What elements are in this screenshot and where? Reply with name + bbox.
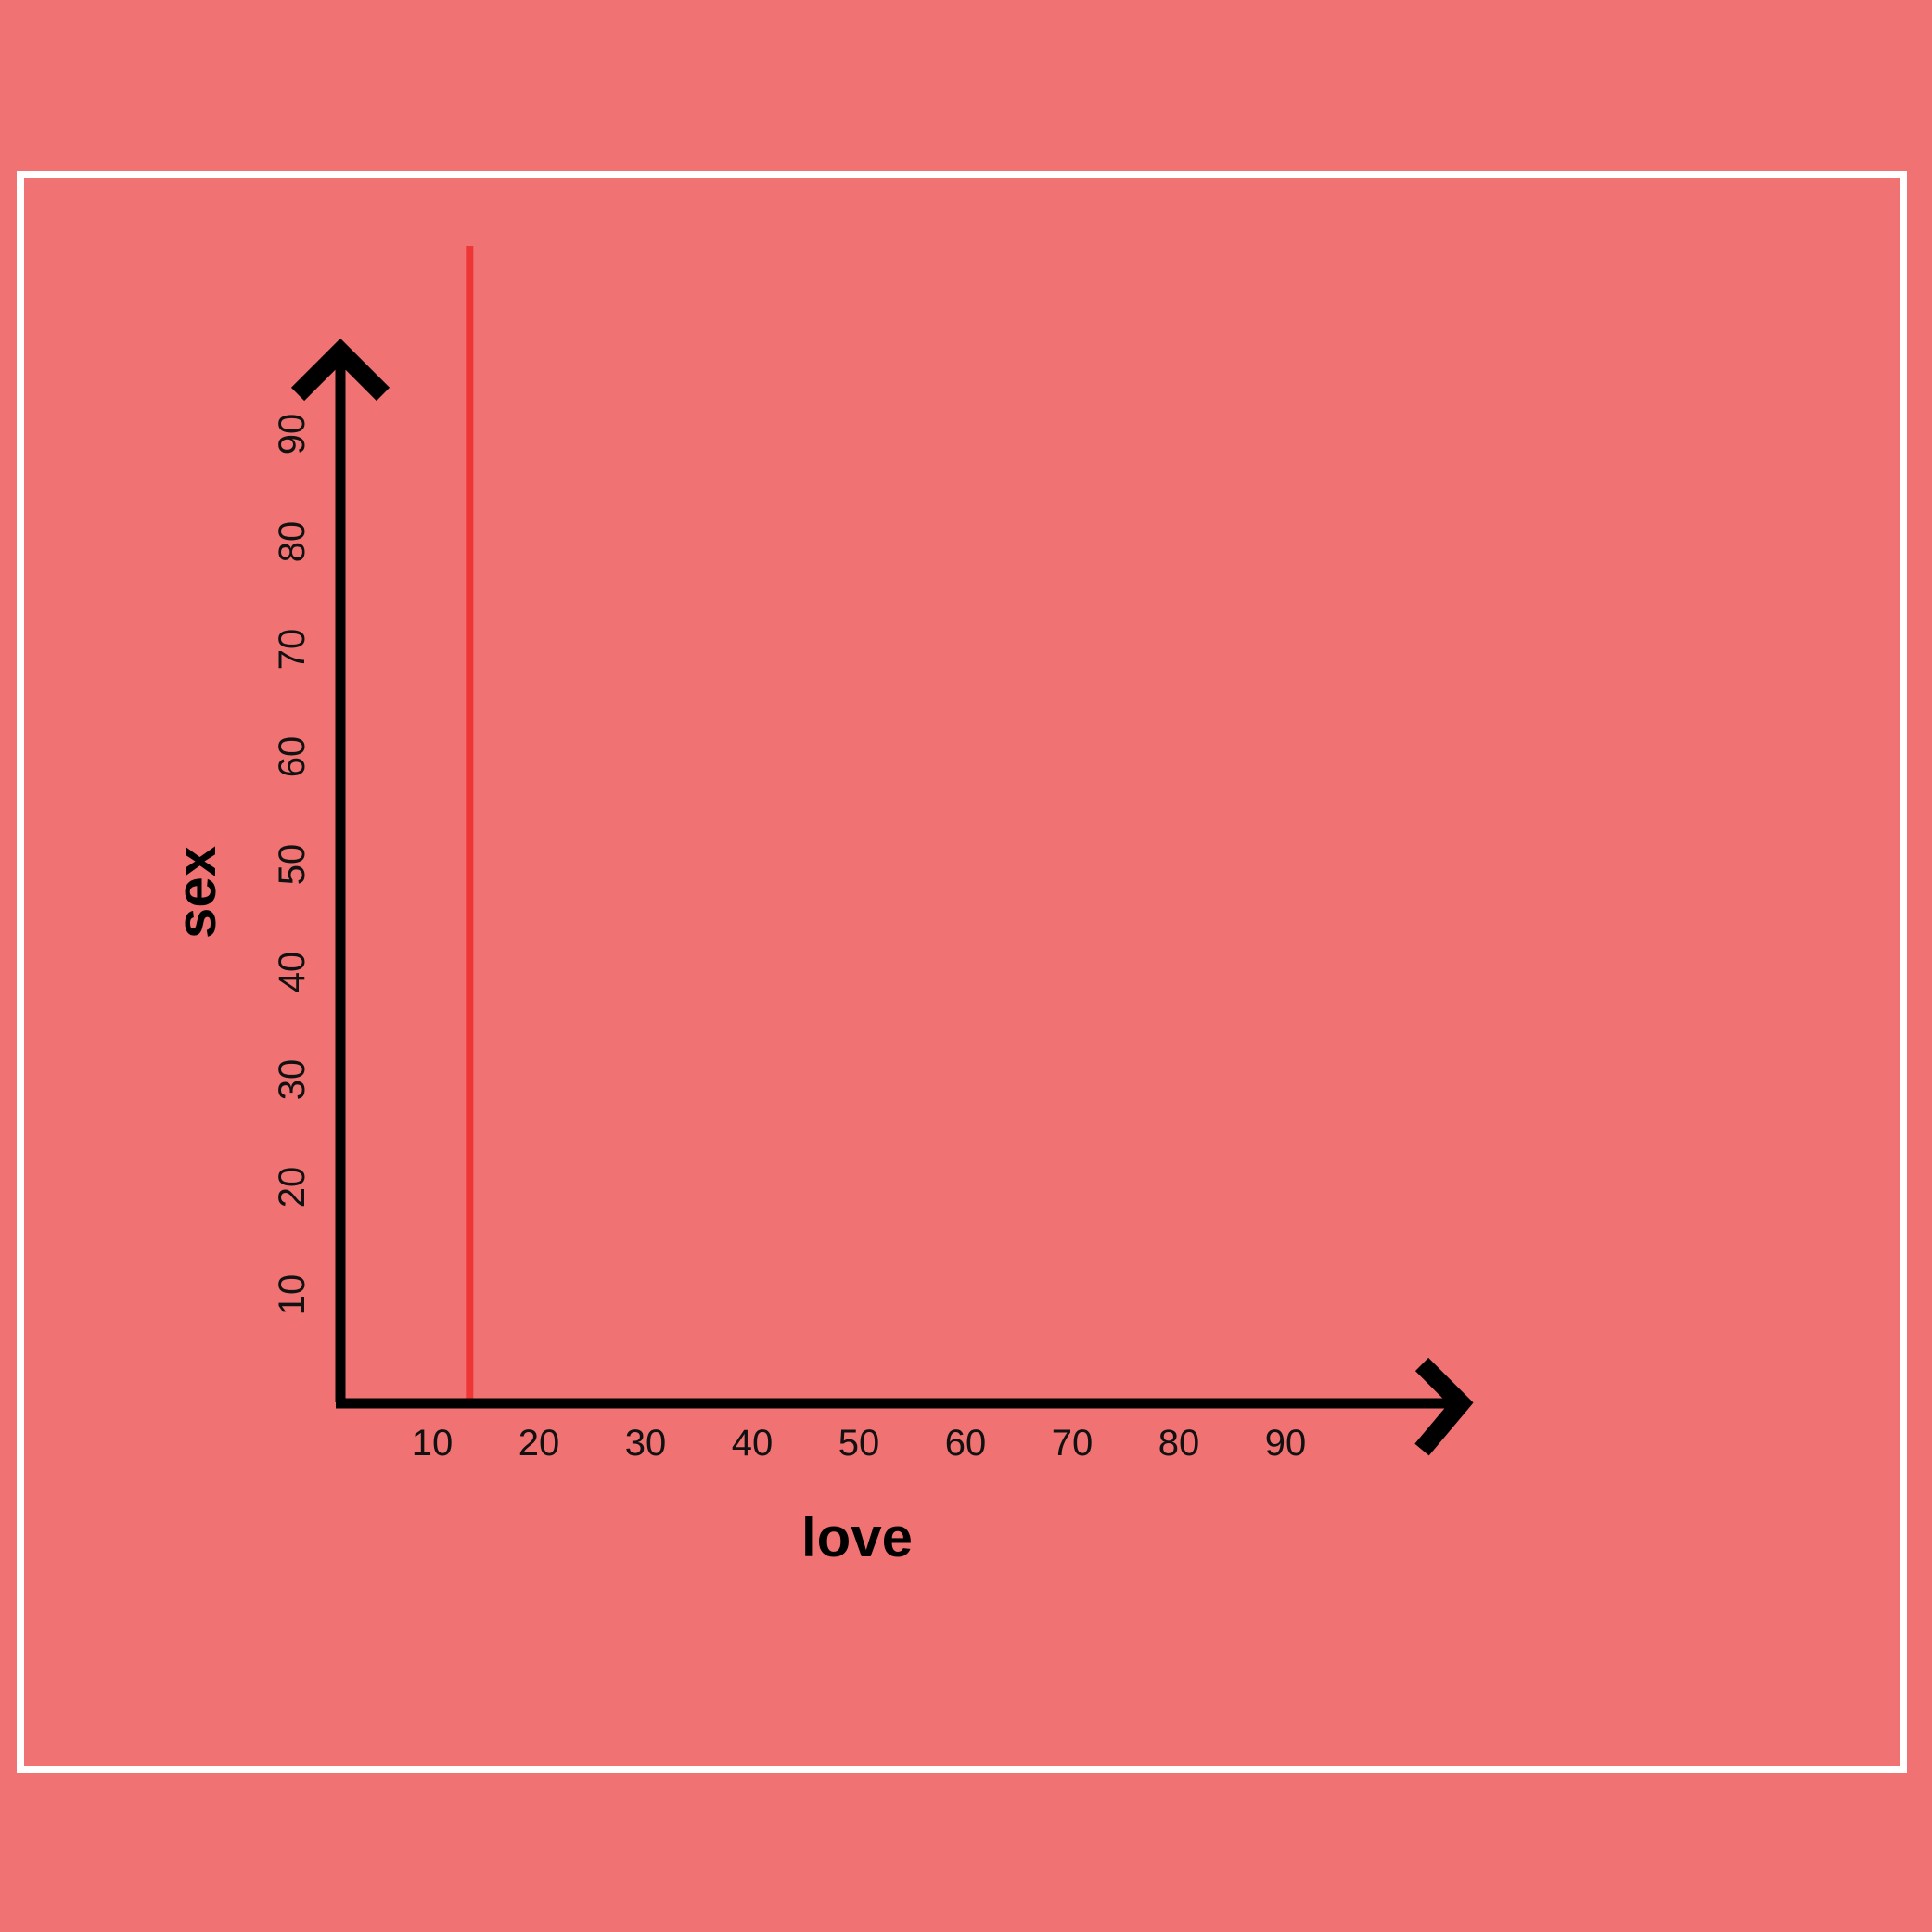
x-axis-title: love: [801, 1506, 913, 1568]
y-tick-label: 30: [272, 1059, 313, 1101]
x-tick-label: 30: [625, 1423, 667, 1464]
x-tick-label: 40: [732, 1423, 774, 1464]
y-tick-label: 60: [272, 736, 313, 778]
y-tick-label: 80: [272, 521, 313, 563]
x-tick-label: 90: [1265, 1423, 1307, 1464]
y-tick-labels: 10 20 30 40 50 60 70 80 90: [272, 414, 313, 1316]
x-tick-label: 50: [838, 1423, 880, 1464]
y-tick-label: 70: [272, 629, 313, 671]
x-tick-label: 60: [945, 1423, 987, 1464]
y-tick-label: 20: [272, 1167, 313, 1209]
y-tick-label: 50: [272, 844, 313, 886]
x-axis-arrowhead: [1414, 1357, 1474, 1456]
y-tick-label: 10: [272, 1274, 313, 1316]
x-tick-label: 70: [1052, 1423, 1094, 1464]
frame: [17, 171, 1907, 1773]
x-tick-labels: 10 20 30 40 50 60 70 80 90: [412, 1423, 1307, 1464]
y-axis-arrowhead: [290, 338, 390, 402]
x-tick-label: 20: [518, 1423, 560, 1464]
y-tick-label: 40: [272, 952, 313, 993]
y-tick-label: 90: [272, 414, 313, 455]
y-axis-title: sex: [165, 846, 227, 939]
x-tick-label: 10: [412, 1423, 454, 1464]
x-tick-label: 80: [1158, 1423, 1200, 1464]
